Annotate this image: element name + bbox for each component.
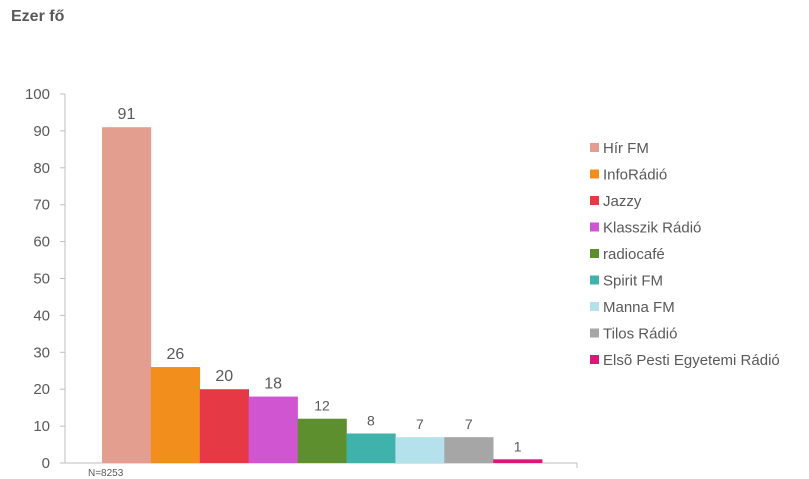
legend: Hír FM InfoRádió Jazzy Klasszik Rádió radioc… bbox=[590, 140, 780, 369]
axes: 0 10 20 30 40 50 60 70 80 90 100 N=8253 bbox=[25, 86, 578, 479]
data-label: 20 bbox=[215, 368, 233, 385]
y-tick-label: 0 bbox=[42, 455, 50, 472]
legend-swatch bbox=[590, 249, 599, 258]
bar bbox=[102, 127, 152, 464]
legend-label: Hír FM bbox=[603, 140, 649, 157]
data-label: 91 bbox=[118, 106, 136, 123]
chart-title: Ezer fő bbox=[11, 8, 65, 25]
bar bbox=[199, 389, 249, 463]
legend-swatch bbox=[590, 355, 599, 364]
data-label: 12 bbox=[314, 398, 330, 414]
bar bbox=[150, 367, 201, 463]
legend-label: Jazzy bbox=[603, 193, 642, 210]
bars: 91 26 20 18 12 8 7 7 1 bbox=[102, 106, 543, 464]
y-tick-label: 80 bbox=[33, 160, 50, 177]
legend-label: Elsõ Pesti Egyetemi Rádió bbox=[603, 352, 780, 369]
y-tick-label: 70 bbox=[33, 197, 50, 214]
data-label: 1 bbox=[514, 438, 522, 454]
legend-label: Tilos Rádió bbox=[603, 326, 677, 343]
y-tick-label: 20 bbox=[33, 381, 50, 398]
bar bbox=[493, 459, 543, 463]
data-label: 7 bbox=[416, 416, 424, 432]
bar bbox=[444, 437, 494, 463]
legend-label: radiocafé bbox=[603, 246, 665, 263]
legend-swatch bbox=[590, 196, 599, 205]
legend-swatch bbox=[590, 328, 599, 338]
legend-swatch bbox=[590, 302, 599, 311]
legend-swatch bbox=[590, 275, 599, 285]
y-tick-label: 40 bbox=[33, 307, 50, 324]
legend-swatch bbox=[590, 143, 599, 152]
bar bbox=[346, 433, 396, 463]
legend-swatch bbox=[590, 222, 599, 232]
data-label: 18 bbox=[264, 376, 282, 393]
y-tick-label: 10 bbox=[33, 418, 50, 435]
data-label: 7 bbox=[465, 416, 473, 432]
data-label: 8 bbox=[367, 412, 375, 428]
y-tick-label: 50 bbox=[33, 271, 50, 288]
y-tick-label: 60 bbox=[33, 234, 50, 251]
legend-label: Manna FM bbox=[603, 299, 675, 316]
bar bbox=[297, 418, 347, 463]
y-tick-label: 30 bbox=[33, 344, 50, 361]
data-label: 26 bbox=[166, 346, 184, 363]
sample-size-note: N=8253 bbox=[88, 468, 124, 479]
bar bbox=[248, 396, 298, 463]
y-tick-label: 90 bbox=[33, 123, 50, 140]
legend-label: InfoRádió bbox=[603, 167, 667, 184]
legend-label: Spirit FM bbox=[603, 273, 663, 290]
y-tick-label: 100 bbox=[25, 86, 50, 103]
bar bbox=[395, 437, 445, 463]
legend-swatch bbox=[590, 169, 599, 179]
legend-label: Klasszik Rádió bbox=[603, 220, 701, 237]
